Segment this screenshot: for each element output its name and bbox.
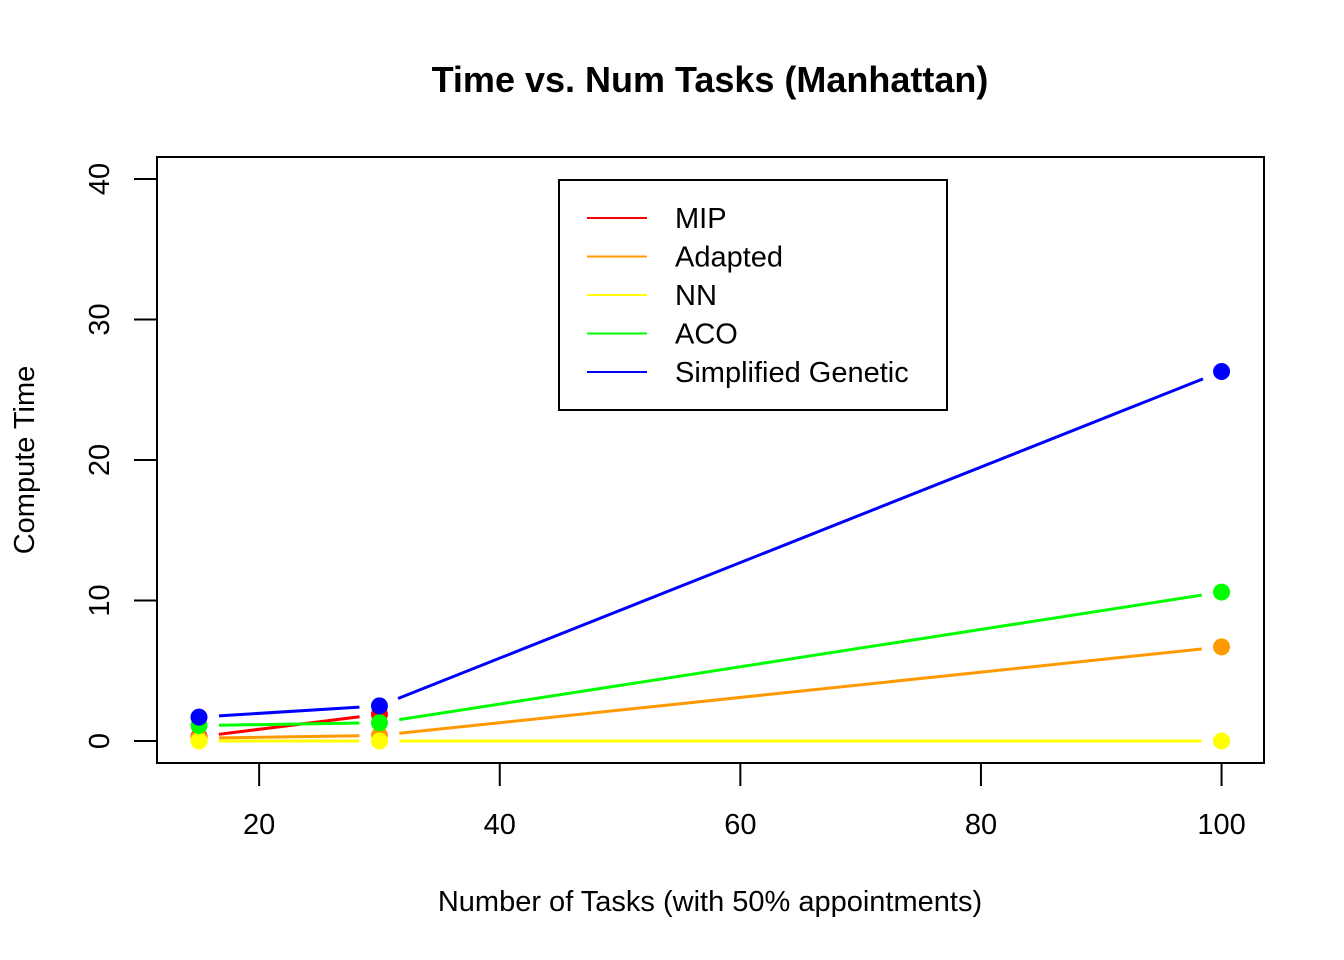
data-point (190, 732, 208, 750)
legend-label: ACO (675, 319, 738, 351)
data-point (1213, 732, 1231, 750)
series-line-segment (218, 705, 360, 718)
series-simplified-genetic (190, 362, 1231, 726)
y-tick-label: 30 (84, 303, 116, 335)
y-tick-label: 20 (84, 444, 116, 476)
data-point (1213, 638, 1231, 656)
series-line-segment (218, 721, 360, 727)
y-axis: 0 10 20 30 40 (84, 163, 158, 749)
y-tick-label: 10 (84, 584, 116, 616)
y-tick-label: 0 (84, 733, 116, 749)
series-line-segment (399, 647, 1202, 735)
series-line-segment (397, 377, 1204, 700)
x-axis: 20 40 60 80 100 (243, 762, 1246, 841)
y-tick-label: 40 (84, 163, 116, 195)
data-point (1213, 583, 1231, 601)
legend: MIP Adapted NN ACO Simplified Genetic (558, 179, 948, 411)
legend-label: Simplified Genetic (675, 357, 909, 389)
legend-label: NN (675, 280, 717, 312)
series-line-segment (218, 734, 360, 740)
series-adapted (190, 638, 1231, 747)
x-tick-label: 40 (484, 809, 516, 841)
chart-title: Time vs. Num Tasks (Manhattan) (432, 59, 989, 100)
data-point (370, 697, 388, 715)
x-tick-label: 60 (724, 809, 756, 841)
legend-label: Adapted (675, 242, 783, 274)
data-point (370, 732, 388, 750)
data-point (370, 714, 388, 732)
data-point (1213, 362, 1231, 380)
x-tick-label: 100 (1197, 809, 1245, 841)
x-axis-title: Number of Tasks (with 50% appointments) (438, 886, 982, 918)
y-axis-title: Compute Time (9, 366, 41, 555)
x-tick-label: 20 (243, 809, 275, 841)
series-aco (190, 583, 1231, 735)
legend-label: MIP (675, 203, 727, 235)
x-tick-label: 80 (965, 809, 997, 841)
series-line-segment (398, 593, 1203, 722)
data-point (190, 708, 208, 726)
series-nn (190, 732, 1231, 750)
series-layer (190, 362, 1231, 750)
